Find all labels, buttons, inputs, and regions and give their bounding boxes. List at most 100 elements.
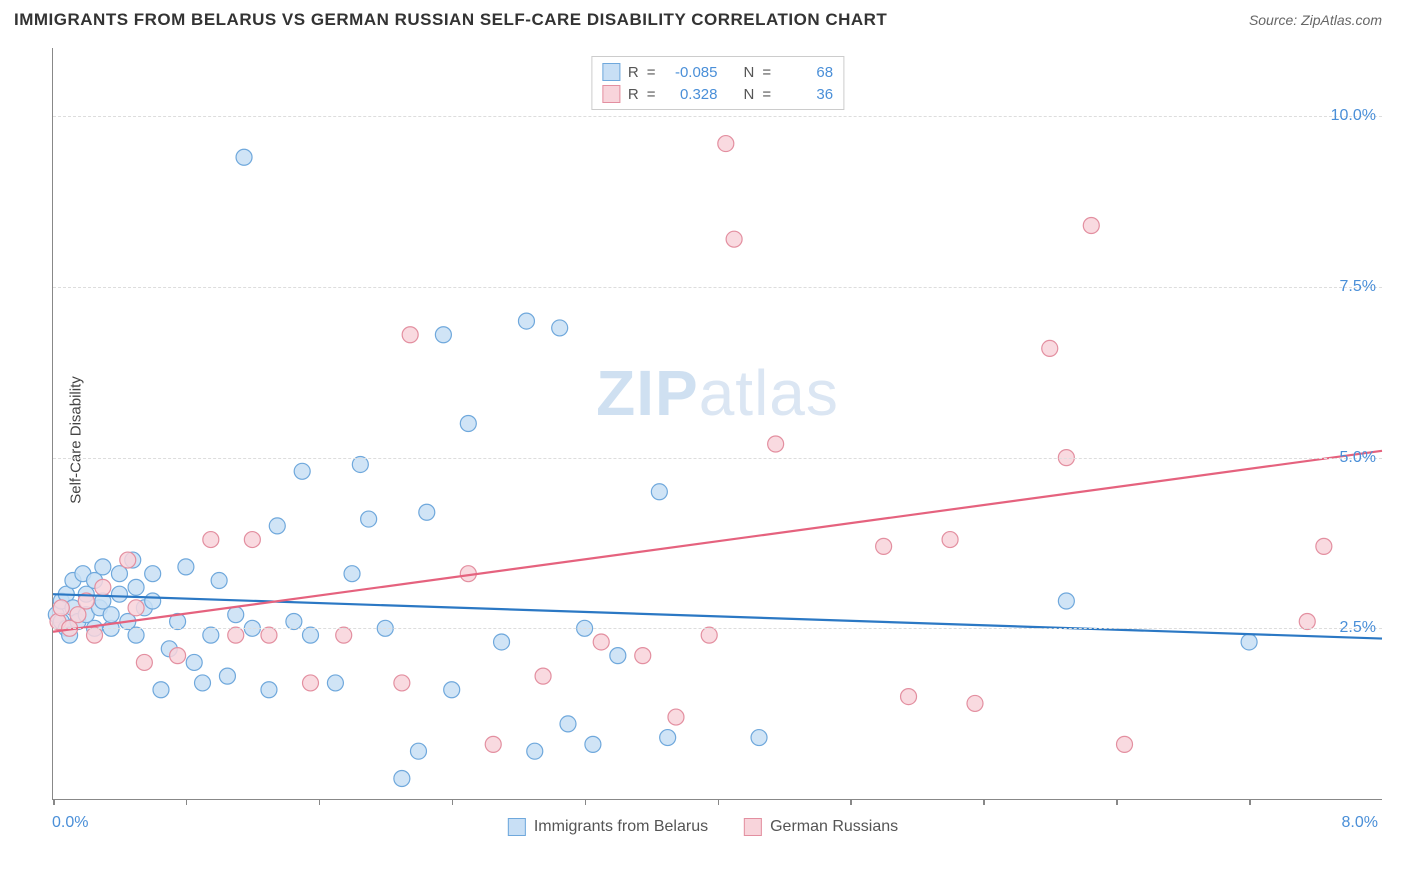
eq-2a: =	[647, 86, 656, 103]
y-tick-label: 2.5%	[1340, 619, 1376, 637]
data-point	[518, 313, 534, 329]
data-point	[410, 743, 426, 759]
data-point	[394, 771, 410, 787]
data-point	[419, 504, 435, 520]
x-tick-right: 8.0%	[1342, 814, 1378, 832]
data-point	[1042, 340, 1058, 356]
data-point	[718, 136, 734, 152]
data-point	[668, 709, 684, 725]
data-point	[203, 627, 219, 643]
data-point	[244, 532, 260, 548]
x-tick-mark	[452, 799, 454, 805]
y-tick-label: 10.0%	[1331, 107, 1376, 125]
data-point	[228, 627, 244, 643]
source-value: ZipAtlas.com	[1301, 12, 1382, 28]
swatch-blue	[602, 63, 620, 81]
gridline	[53, 116, 1382, 117]
data-point	[1299, 613, 1315, 629]
legend-item-2: German Russians	[744, 818, 898, 836]
data-point	[120, 552, 136, 568]
data-point	[178, 559, 194, 575]
x-tick-mark	[1249, 799, 1251, 805]
swatch-pink-b	[744, 818, 762, 836]
x-tick-left: 0.0%	[52, 814, 88, 832]
eq-1b: =	[762, 64, 771, 81]
series-legend: Immigrants from Belarus German Russians	[508, 818, 898, 836]
data-point	[435, 327, 451, 343]
data-point	[485, 736, 501, 752]
x-tick-mark	[53, 799, 55, 805]
x-tick-mark	[718, 799, 720, 805]
data-point	[302, 675, 318, 691]
x-tick-mark	[983, 799, 985, 805]
data-point	[726, 231, 742, 247]
legend-row-1: R = -0.085 N = 68	[602, 61, 833, 83]
data-point	[1241, 634, 1257, 650]
source-attribution: Source: ZipAtlas.com	[1249, 12, 1382, 28]
data-point	[394, 675, 410, 691]
r-label-2: R	[628, 86, 639, 103]
data-point	[327, 675, 343, 691]
data-point	[967, 695, 983, 711]
data-point	[610, 648, 626, 664]
data-point	[211, 573, 227, 589]
data-point	[361, 511, 377, 527]
data-point	[261, 627, 277, 643]
data-point	[103, 607, 119, 623]
data-point	[286, 613, 302, 629]
gridline	[53, 458, 1382, 459]
data-point	[751, 730, 767, 746]
data-point	[1083, 218, 1099, 234]
data-point	[136, 654, 152, 670]
data-point	[336, 627, 352, 643]
data-point	[494, 634, 510, 650]
data-point	[701, 627, 717, 643]
y-tick-label: 7.5%	[1340, 278, 1376, 296]
data-point	[660, 730, 676, 746]
x-tick-mark	[850, 799, 852, 805]
data-point	[186, 654, 202, 670]
data-point	[95, 559, 111, 575]
data-point	[535, 668, 551, 684]
y-tick-label: 5.0%	[1340, 449, 1376, 467]
chart-title: IMMIGRANTS FROM BELARUS VS GERMAN RUSSIA…	[14, 10, 887, 30]
data-point	[145, 566, 161, 582]
data-point	[128, 600, 144, 616]
data-point	[402, 327, 418, 343]
source-label: Source:	[1249, 12, 1297, 28]
data-point	[302, 627, 318, 643]
eq-2b: =	[762, 86, 771, 103]
data-point	[460, 416, 476, 432]
data-point	[768, 436, 784, 452]
r-value-2: 0.328	[664, 86, 718, 103]
x-tick-mark	[319, 799, 321, 805]
legend-label-2: German Russians	[770, 818, 898, 836]
data-point	[228, 607, 244, 623]
r-label-1: R	[628, 64, 639, 81]
data-point	[585, 736, 601, 752]
swatch-blue-b	[508, 818, 526, 836]
data-point	[560, 716, 576, 732]
data-point	[942, 532, 958, 548]
data-point	[552, 320, 568, 336]
n-value-1: 68	[779, 64, 833, 81]
data-point	[261, 682, 277, 698]
chart-container: Self-Care Disability ZIPatlas R = -0.085…	[14, 40, 1392, 840]
x-tick-mark	[1116, 799, 1118, 805]
data-point	[87, 627, 103, 643]
data-point	[901, 689, 917, 705]
data-point	[593, 634, 609, 650]
data-point	[153, 682, 169, 698]
data-point	[195, 675, 211, 691]
data-point	[651, 484, 667, 500]
legend-label-1: Immigrants from Belarus	[534, 818, 708, 836]
data-point	[876, 538, 892, 554]
data-point	[294, 463, 310, 479]
data-point	[527, 743, 543, 759]
correlation-legend: R = -0.085 N = 68 R = 0.328 N = 36	[591, 56, 844, 110]
legend-row-2: R = 0.328 N = 36	[602, 83, 833, 105]
gridline	[53, 287, 1382, 288]
data-point	[444, 682, 460, 698]
data-point	[219, 668, 235, 684]
data-point	[236, 149, 252, 165]
